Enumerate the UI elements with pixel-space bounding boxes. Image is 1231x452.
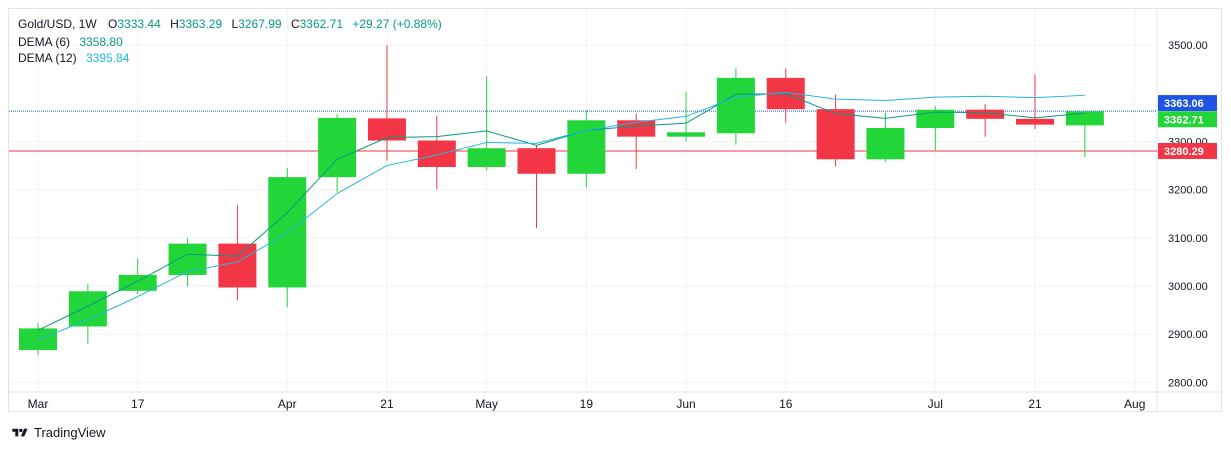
candle-6 [318, 114, 357, 193]
price-tag-label-2: 3280.29 [1164, 146, 1204, 158]
price-tag-0: 3363.06 [1158, 95, 1217, 112]
y-tick-label-6: 3500.00 [1168, 40, 1208, 52]
candle-4 [218, 205, 257, 301]
candle-18 [916, 105, 955, 151]
dema-fast-label: DEMA (6) [18, 35, 71, 49]
candle-body-20 [1016, 118, 1054, 125]
dema-slow-legend: DEMA (12) 3395.84 [18, 50, 131, 66]
candle-20 [1016, 74, 1054, 129]
dema-fast-value: 3358.80 [79, 35, 123, 49]
candle-9 [467, 76, 506, 171]
change-value: +29.27 (+0.88%) [352, 17, 442, 31]
x-tick-label-0: Mar [28, 397, 49, 411]
x-tick-label-6: Jun [676, 397, 695, 411]
candle-7 [367, 45, 406, 161]
dema-fast-legend: DEMA (6) 3358.80 [18, 34, 125, 50]
candle-body-0 [19, 328, 57, 351]
candle-0 [19, 323, 57, 355]
candle-5 [268, 167, 307, 308]
x-tick-label-8: Jul [928, 397, 943, 411]
open-value: 3333.44 [117, 17, 161, 31]
x-tick-label-3: 21 [380, 397, 394, 411]
tradingview-logo-icon [12, 428, 28, 436]
x-tick-label-2: Apr [278, 397, 297, 411]
x-tick-label-9: 21 [1028, 397, 1042, 411]
candle-10 [517, 145, 556, 229]
candle-body-1 [68, 291, 107, 327]
series-line-0 [37, 93, 1085, 331]
candle-body-4 [218, 243, 257, 288]
price-tag-label-0: 3363.06 [1164, 98, 1204, 110]
candle-12 [617, 113, 656, 169]
candle-14 [716, 68, 755, 145]
candle-2 [118, 258, 157, 295]
y-tick-label-3: 3100.00 [1168, 233, 1208, 245]
x-tick-label-4: May [475, 397, 498, 411]
candle-body-10 [517, 148, 556, 174]
candle-11 [567, 110, 606, 188]
candle-body-9 [467, 148, 506, 168]
close-label: C [290, 17, 300, 31]
open-label: O [108, 17, 118, 31]
y-tick-label-2: 3000.00 [1168, 281, 1208, 293]
y-tick-label-1: 2900.00 [1168, 329, 1208, 341]
candle-body-19 [966, 109, 1005, 119]
dema-slow-label: DEMA (12) [18, 51, 77, 65]
candle-body-5 [268, 177, 307, 288]
candle-body-2 [118, 274, 157, 291]
candle-body-14 [716, 77, 755, 134]
y-tick-label-0: 2800.00 [1168, 377, 1208, 389]
candle-21 [1065, 110, 1104, 157]
candle-body-21 [1065, 111, 1104, 126]
tradingview-brand[interactable]: TradingView [10, 425, 106, 440]
candle-body-18 [916, 109, 955, 128]
candle-body-7 [367, 118, 406, 141]
series-line-1 [37, 91, 1085, 341]
candle-19 [966, 103, 1005, 137]
close-value: 3362.71 [299, 17, 343, 31]
brand-name: TradingView [34, 425, 106, 440]
candle-body-3 [168, 243, 207, 275]
high-value: 3363.29 [178, 17, 223, 31]
symbol-label: Gold/USD, 1W [18, 17, 97, 31]
chart-frame[interactable] [8, 8, 1222, 412]
candle-body-8 [417, 140, 456, 168]
price-tag-bg-1 [1158, 111, 1217, 128]
candle-body-12 [617, 120, 656, 137]
y-tick-label-4: 3200.00 [1168, 185, 1208, 197]
candle-body-16 [816, 109, 855, 160]
ohlc-legend: Gold/USD, 1W O3333.44 H3363.29 L3267.99 … [18, 16, 444, 32]
low-label: L [231, 17, 239, 31]
candle-body-17 [866, 127, 905, 160]
high-label: H [170, 17, 179, 31]
x-tick-label-10: Aug [1124, 397, 1145, 411]
price-tag-2: 3280.29 [1158, 142, 1217, 159]
candle-17 [866, 112, 905, 162]
candle-8 [417, 115, 456, 190]
candle-3 [168, 237, 207, 287]
dema-slow-value: 3395.84 [86, 51, 130, 65]
candle-16 [816, 94, 855, 167]
price-tag-label-1: 3362.71 [1164, 114, 1204, 126]
x-tick-label-7: 16 [779, 397, 793, 411]
x-tick-label-5: 19 [580, 397, 594, 411]
price-tag-bg-2 [1158, 142, 1217, 159]
price-tag-1: 3362.71 [1158, 111, 1217, 128]
candle-15 [766, 68, 805, 123]
candle-1 [68, 284, 107, 344]
candle-body-6 [318, 117, 357, 178]
low-value: 3267.99 [238, 17, 282, 31]
price-tag-bg-0 [1158, 95, 1217, 112]
candle-body-13 [667, 132, 706, 137]
x-tick-label-1: 17 [131, 397, 145, 411]
